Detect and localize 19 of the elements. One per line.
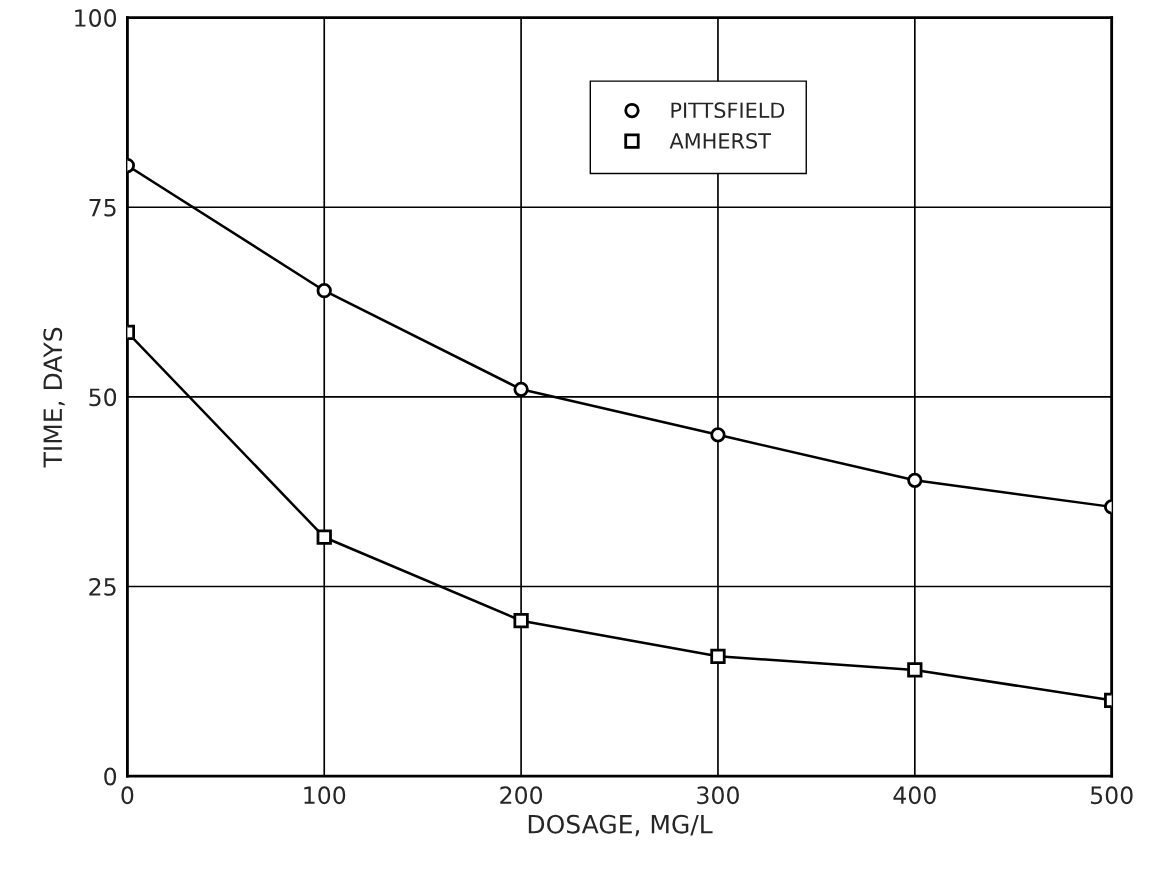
x-axis-title: DOSAGE, MG/L bbox=[528, 814, 713, 837]
point bbox=[710, 427, 726, 443]
y-tick-label: 25 bbox=[89, 577, 116, 596]
x-tick-label: 200 bbox=[500, 786, 543, 805]
y-tick-label: 0 bbox=[104, 767, 117, 786]
x-tick-label: 500 bbox=[1090, 786, 1133, 805]
y-tick-label: 100 bbox=[75, 9, 117, 27]
y-tick-label: 50 bbox=[89, 388, 117, 407]
point bbox=[710, 648, 726, 664]
x-tick-label: 300 bbox=[697, 786, 739, 805]
y-tick-label: 75 bbox=[89, 199, 116, 217]
x-tick-label: 0 bbox=[121, 786, 134, 805]
x-tick-label: 400 bbox=[893, 786, 936, 805]
y-axis-title: TIME, DAYS bbox=[43, 327, 65, 468]
point bbox=[513, 381, 529, 397]
legend-label: AMHERST bbox=[669, 132, 771, 149]
x-tick-label: 100 bbox=[304, 786, 346, 805]
point bbox=[513, 613, 529, 629]
legend-label: PITTSFIELD bbox=[671, 102, 785, 119]
